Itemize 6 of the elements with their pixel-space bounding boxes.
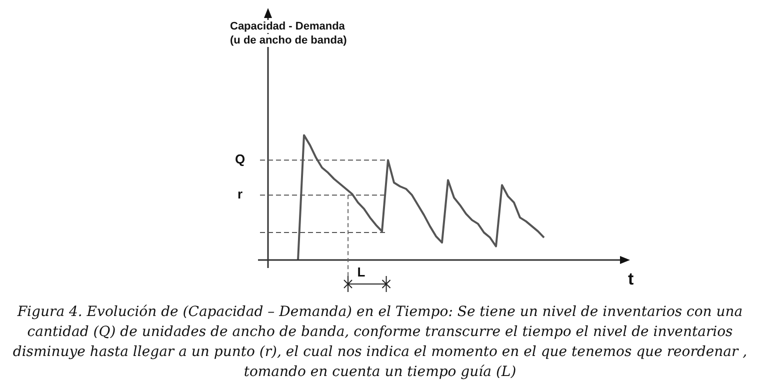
ref-line-label: r — [237, 186, 243, 202]
x-axis-title: t — [628, 270, 634, 289]
ref-line-label: Q — [234, 152, 246, 167]
text: Capacidad - Demanda (u de ancho de banda) — [230, 20, 348, 47]
text: Figura 4. Evolución de (Capacidad – Demanda) en el Tiempo: Se tiene un nivel de inventarios con una cantidad (Q) de unidades de ancho de banda, conforme transcurre el tiempo el nivel de inventarios disminuye hasta llegar a un punto (r), el cual nos indica el momento en el que tenemos que reordenar , tomando en cuenta un tiempo guía (L) — [12, 303, 748, 382]
text: L — [357, 264, 366, 280]
